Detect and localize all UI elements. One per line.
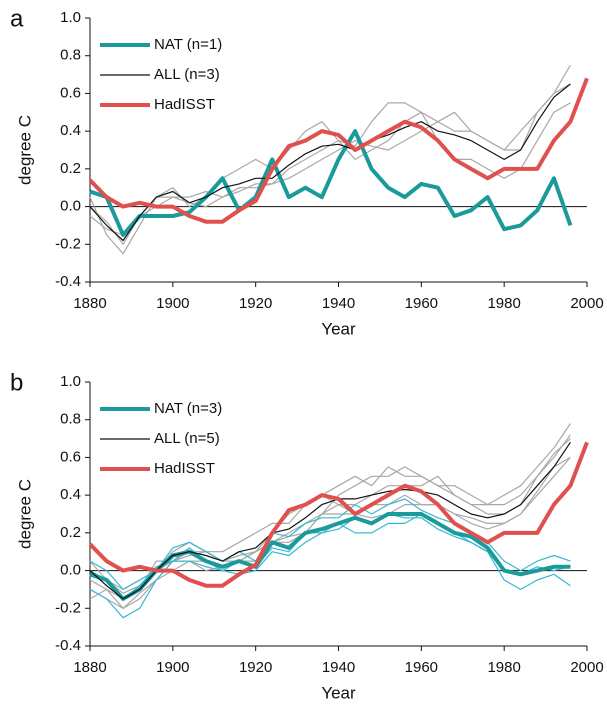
member-line (89, 457, 571, 590)
legend-label: HadISST (154, 460, 215, 477)
y-tick-label: 0.2 (60, 524, 81, 541)
y-tick-label: -0.2 (55, 235, 81, 252)
x-tick-label: 1920 (239, 659, 272, 676)
y-tick-label: 0.4 (60, 486, 81, 503)
y-tick-label: -0.2 (55, 599, 81, 616)
y-tick-label: 0.0 (60, 198, 81, 215)
panel-label: a (10, 5, 24, 32)
x-tick-label: 1940 (322, 659, 355, 676)
x-tick-label: 1980 (487, 295, 520, 312)
y-tick-label: 0.8 (60, 47, 81, 64)
x-tick-label: 1940 (322, 295, 355, 312)
y-tick-label: 0.0 (60, 562, 81, 579)
series-line (89, 441, 571, 600)
legend-label: NAT (n=3) (154, 400, 222, 417)
y-tick-label: -0.4 (55, 273, 81, 290)
x-axis-label: Year (321, 683, 356, 702)
legend-label: ALL (n=3) (154, 66, 220, 83)
x-tick-label: 2000 (570, 295, 603, 312)
y-axis-label: degree C (15, 479, 34, 549)
x-tick-label: 1880 (73, 659, 106, 676)
y-tick-label: 1.0 (60, 9, 81, 26)
x-tick-label: 1900 (156, 295, 189, 312)
y-tick-label: 0.2 (60, 160, 81, 177)
legend-label: ALL (n=5) (154, 430, 220, 447)
x-tick-label: 1900 (156, 659, 189, 676)
legend-label: NAT (n=1) (154, 36, 222, 53)
x-tick-label: 1960 (405, 659, 438, 676)
y-tick-label: 0.4 (60, 122, 81, 139)
legend-label: HadISST (154, 96, 215, 113)
member-line (89, 64, 571, 255)
x-tick-label: 1920 (239, 295, 272, 312)
y-tick-label: 0.8 (60, 411, 81, 428)
x-tick-label: 1980 (487, 659, 520, 676)
member-line (89, 498, 571, 590)
series-line (89, 129, 573, 237)
panel-label: b (10, 369, 23, 396)
y-tick-label: 0.6 (60, 448, 81, 465)
series-line (89, 512, 571, 601)
x-tick-label: 2000 (570, 659, 603, 676)
y-tick-label: -0.4 (55, 637, 81, 654)
member-line (89, 434, 571, 600)
member-line (89, 83, 571, 236)
series-line (89, 83, 571, 242)
y-tick-label: 0.6 (60, 84, 81, 101)
series-line (88, 77, 589, 224)
x-tick-label: 1960 (405, 295, 438, 312)
series-line (88, 441, 589, 588)
y-tick-label: 1.0 (60, 373, 81, 390)
x-axis-label: Year (321, 319, 356, 338)
y-axis-label: degree C (15, 115, 34, 185)
x-tick-label: 1880 (73, 295, 106, 312)
